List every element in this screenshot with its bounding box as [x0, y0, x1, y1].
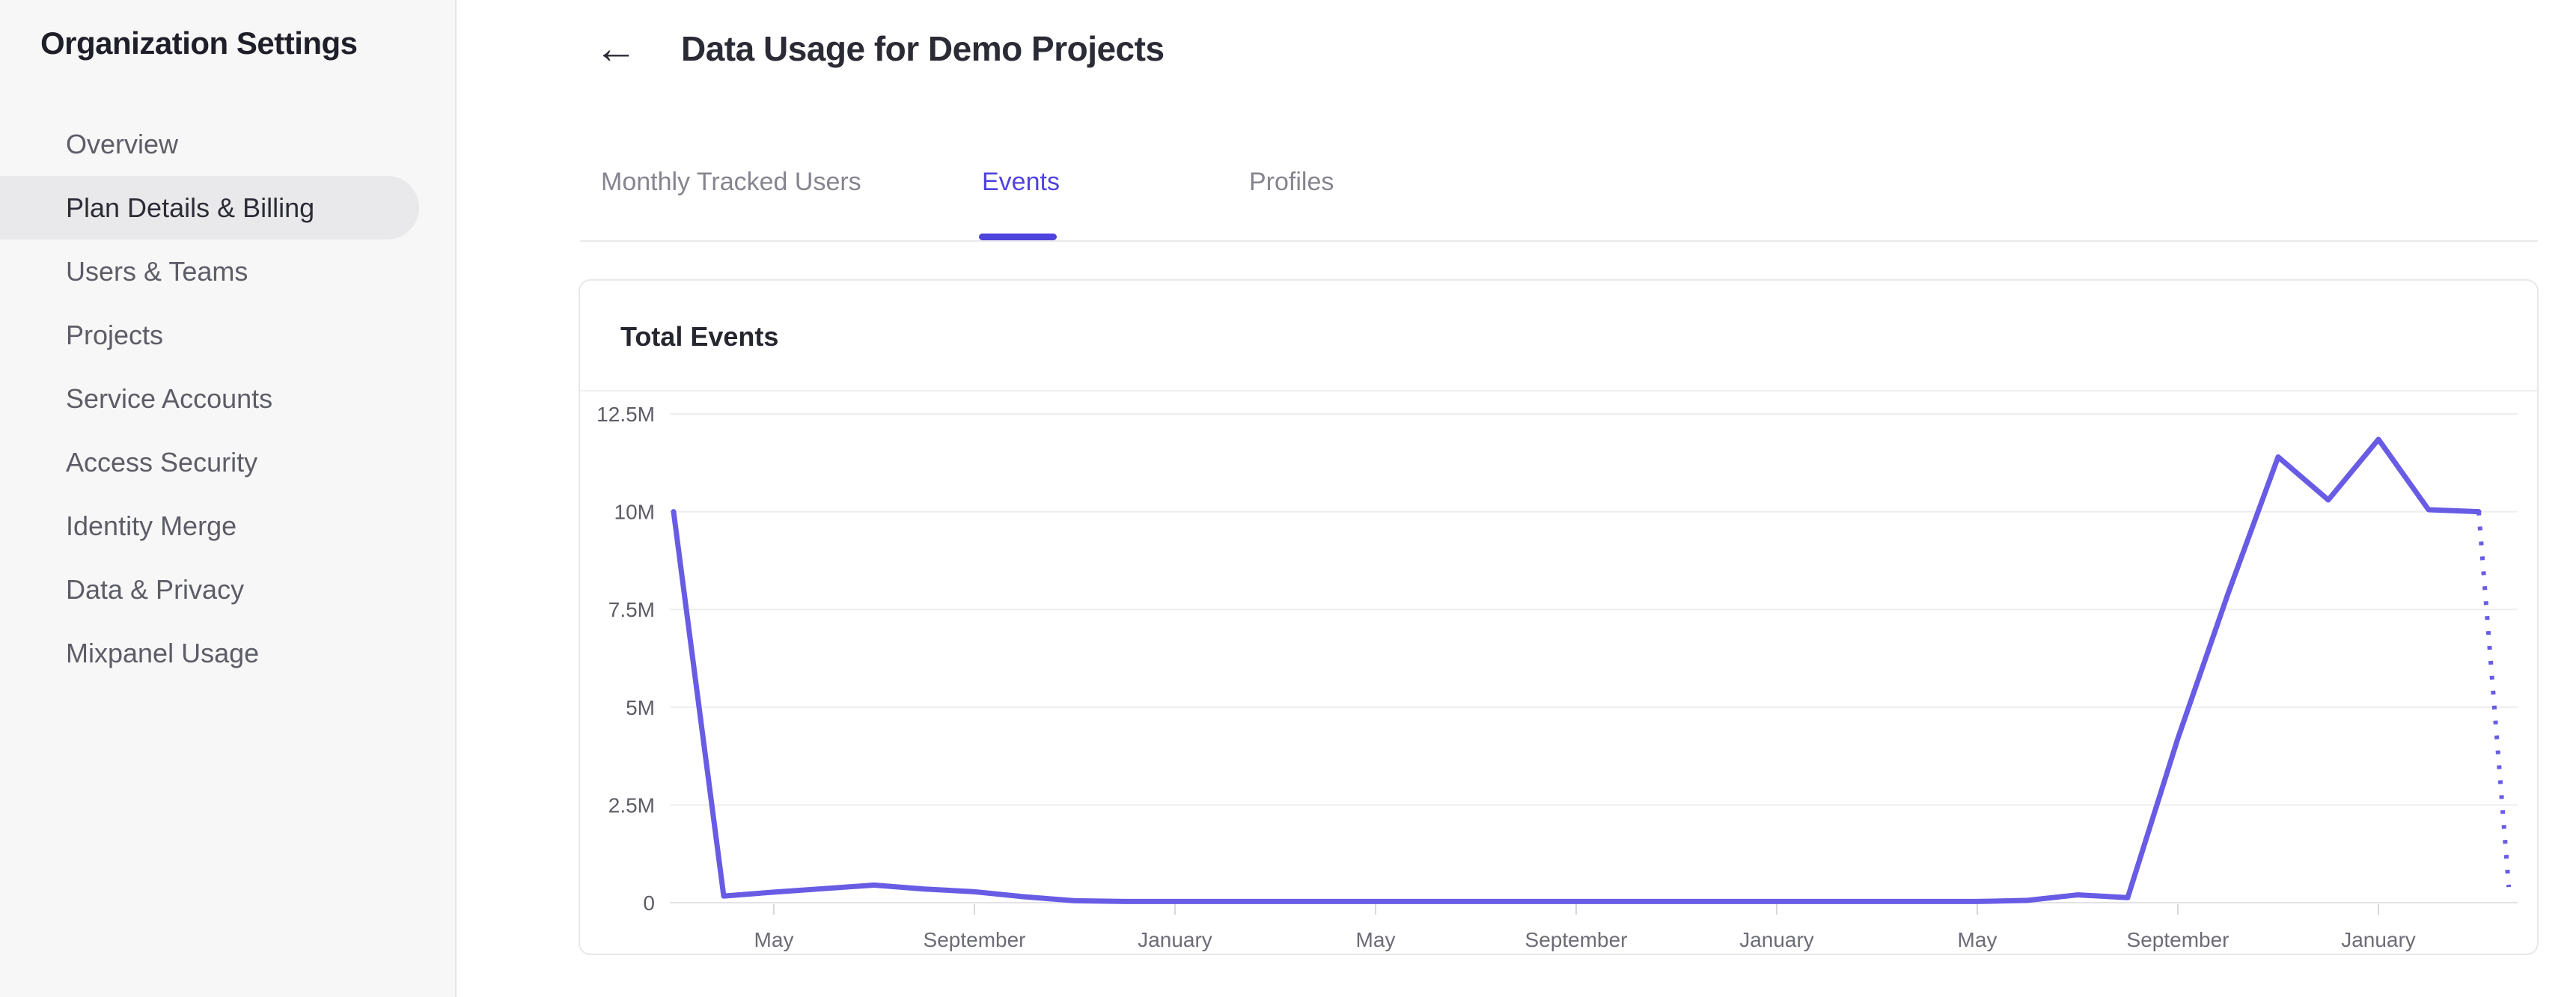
card-header: Total Events	[580, 281, 2537, 391]
events-line	[671, 436, 2482, 904]
active-tab-indicator	[979, 234, 1057, 240]
sidebar-item-overview[interactable]: Overview	[66, 129, 179, 159]
x-axis-ticks	[773, 904, 2379, 915]
sidebar-item-data-privacy[interactable]: Data & Privacy	[66, 574, 245, 605]
svg-text:0: 0	[643, 891, 655, 915]
svg-text:7.5M: 7.5M	[608, 598, 655, 621]
sidebar-item-projects[interactable]: Projects	[66, 320, 164, 350]
svg-text:2.5M: 2.5M	[608, 793, 655, 817]
grid-lines	[670, 413, 2518, 903]
svg-text:5M: 5M	[626, 696, 655, 719]
sidebar-item-users-teams[interactable]: Users & Teams	[66, 256, 248, 287]
sidebar-item-access-security[interactable]: Access Security	[66, 447, 258, 478]
svg-text:January: January	[2341, 928, 2416, 951]
sidebar-nav: Overview Plan Details & Billing Users & …	[0, 112, 457, 685]
sidebar-title: Organization Settings	[40, 25, 358, 61]
tab-events[interactable]: Events	[982, 168, 1060, 196]
page-title: Data Usage for Demo Projects	[681, 29, 1165, 68]
svg-text:September: September	[2127, 928, 2229, 951]
svg-text:12.5M: 12.5M	[596, 403, 655, 426]
svg-text:September: September	[924, 928, 1026, 951]
svg-text:January: January	[1739, 928, 1814, 951]
svg-text:January: January	[1138, 928, 1212, 951]
sidebar-item-service-accounts[interactable]: Service Accounts	[66, 383, 273, 414]
tab-profiles[interactable]: Profiles	[1249, 168, 1334, 196]
projected-dotted-line	[2476, 511, 2512, 888]
y-axis-labels: 0 2.5M 5M 7.5M 10M 12.5M	[596, 403, 655, 915]
svg-text:May: May	[1958, 928, 1997, 951]
svg-text:May: May	[754, 928, 794, 951]
x-axis-labels: May September January May September January Ma…	[754, 928, 2416, 951]
svg-text:September: September	[1525, 928, 1628, 951]
tab-bar-divider	[580, 240, 2538, 242]
total-events-card: Total Events 0 2.5M 5M 7.5M 10M 12.5M May Septe…	[579, 279, 2539, 955]
svg-text:10M: 10M	[614, 501, 655, 524]
sidebar: Organization Settings Overview Plan Deta…	[0, 0, 457, 997]
tab-monthly-tracked-users[interactable]: Monthly Tracked Users	[601, 168, 861, 196]
back-arrow-icon[interactable]: ←	[594, 24, 638, 73]
chart-title: Total Events	[620, 321, 779, 352]
sidebar-item-mixpanel-usage[interactable]: Mixpanel Usage	[66, 638, 260, 668]
sidebar-item-plan-details-billing[interactable]: Plan Details & Billing	[0, 176, 419, 240]
svg-text:May: May	[1356, 928, 1396, 951]
sidebar-item-identity-merge[interactable]: Identity Merge	[66, 510, 237, 541]
